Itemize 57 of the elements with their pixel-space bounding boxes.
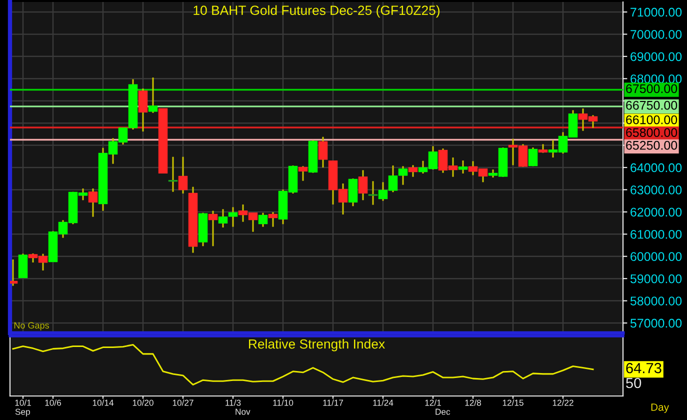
x-tick-label: 12/1 [425,399,441,406]
annotation: No Gaps [14,322,49,330]
candlestick [268,211,278,228]
candlestick [178,156,188,194]
x-tick-label: 10/27 [172,399,194,406]
text: Dec [436,408,450,415]
x-tick-label: 11/17 [323,399,344,406]
y-tick-label: 61000.00 [630,230,682,239]
ref-line-label: 66750.00 [626,100,678,110]
x-axis-title: Day [651,404,670,413]
candlestick [258,212,268,228]
text: 50 [626,378,642,388]
ref-line-label: 67500.00 [626,84,678,94]
candlestick [138,88,148,132]
candlestick [318,136,328,168]
x-tick-label: 10/6 [45,399,61,406]
text: Sep [15,408,30,417]
x-tick-label: 12/8 [465,399,482,406]
x-tick-label: 12/15 [502,399,524,406]
ref-line-label: 65800.00 [626,128,678,137]
x-tick-label: 12/22 [552,399,574,406]
candlestick [148,76,158,114]
candlestick [538,143,548,154]
text: 66100.00 [626,115,678,124]
candlestick [528,146,538,167]
candlestick [458,160,468,174]
candlestick [88,188,98,218]
y-tick-label: 71000.00 [630,8,682,17]
candlestick [348,178,358,207]
candlestick [368,180,378,206]
y-tick-label: 69000.00 [630,52,682,62]
y-tick-label: 64000.00 [630,163,682,172]
text: 64.73 [626,362,662,374]
y-tick-label: 68000.00 [630,74,682,84]
y-tick-label: 59000.00 [630,274,682,284]
y-tick-label: 60000.00 [630,252,682,262]
x-tick-label: 10/1 [15,399,31,406]
candlestick [18,252,28,278]
x-tick-label: 10/20 [132,399,154,406]
candlestick [358,169,368,201]
text: Nov [236,408,250,415]
candlestick [298,165,308,182]
y-tick-label: 70000.00 [630,30,682,39]
y-tick-label: 62000.00 [630,208,682,217]
ref-line-label: 65250.00 [626,140,678,150]
x-tick-label: 11/10 [273,399,294,406]
x-tick-label: 11/24 [373,399,394,406]
x-tick-label: 10/14 [92,399,114,406]
y-tick-label: 58000.00 [630,296,682,306]
candlestick [408,164,418,178]
candlestick [168,156,178,193]
x-tick-label: 11/3 [226,399,241,406]
candlestick [208,210,218,247]
chart-title: 10 BAHT Gold Futures Dec-25 (GF10Z25) [194,5,440,18]
y-tick-label: 63000.00 [630,186,682,194]
y-tick-label: 57000.00 [630,318,682,328]
chart-title: Relative Strength Index [249,339,385,352]
